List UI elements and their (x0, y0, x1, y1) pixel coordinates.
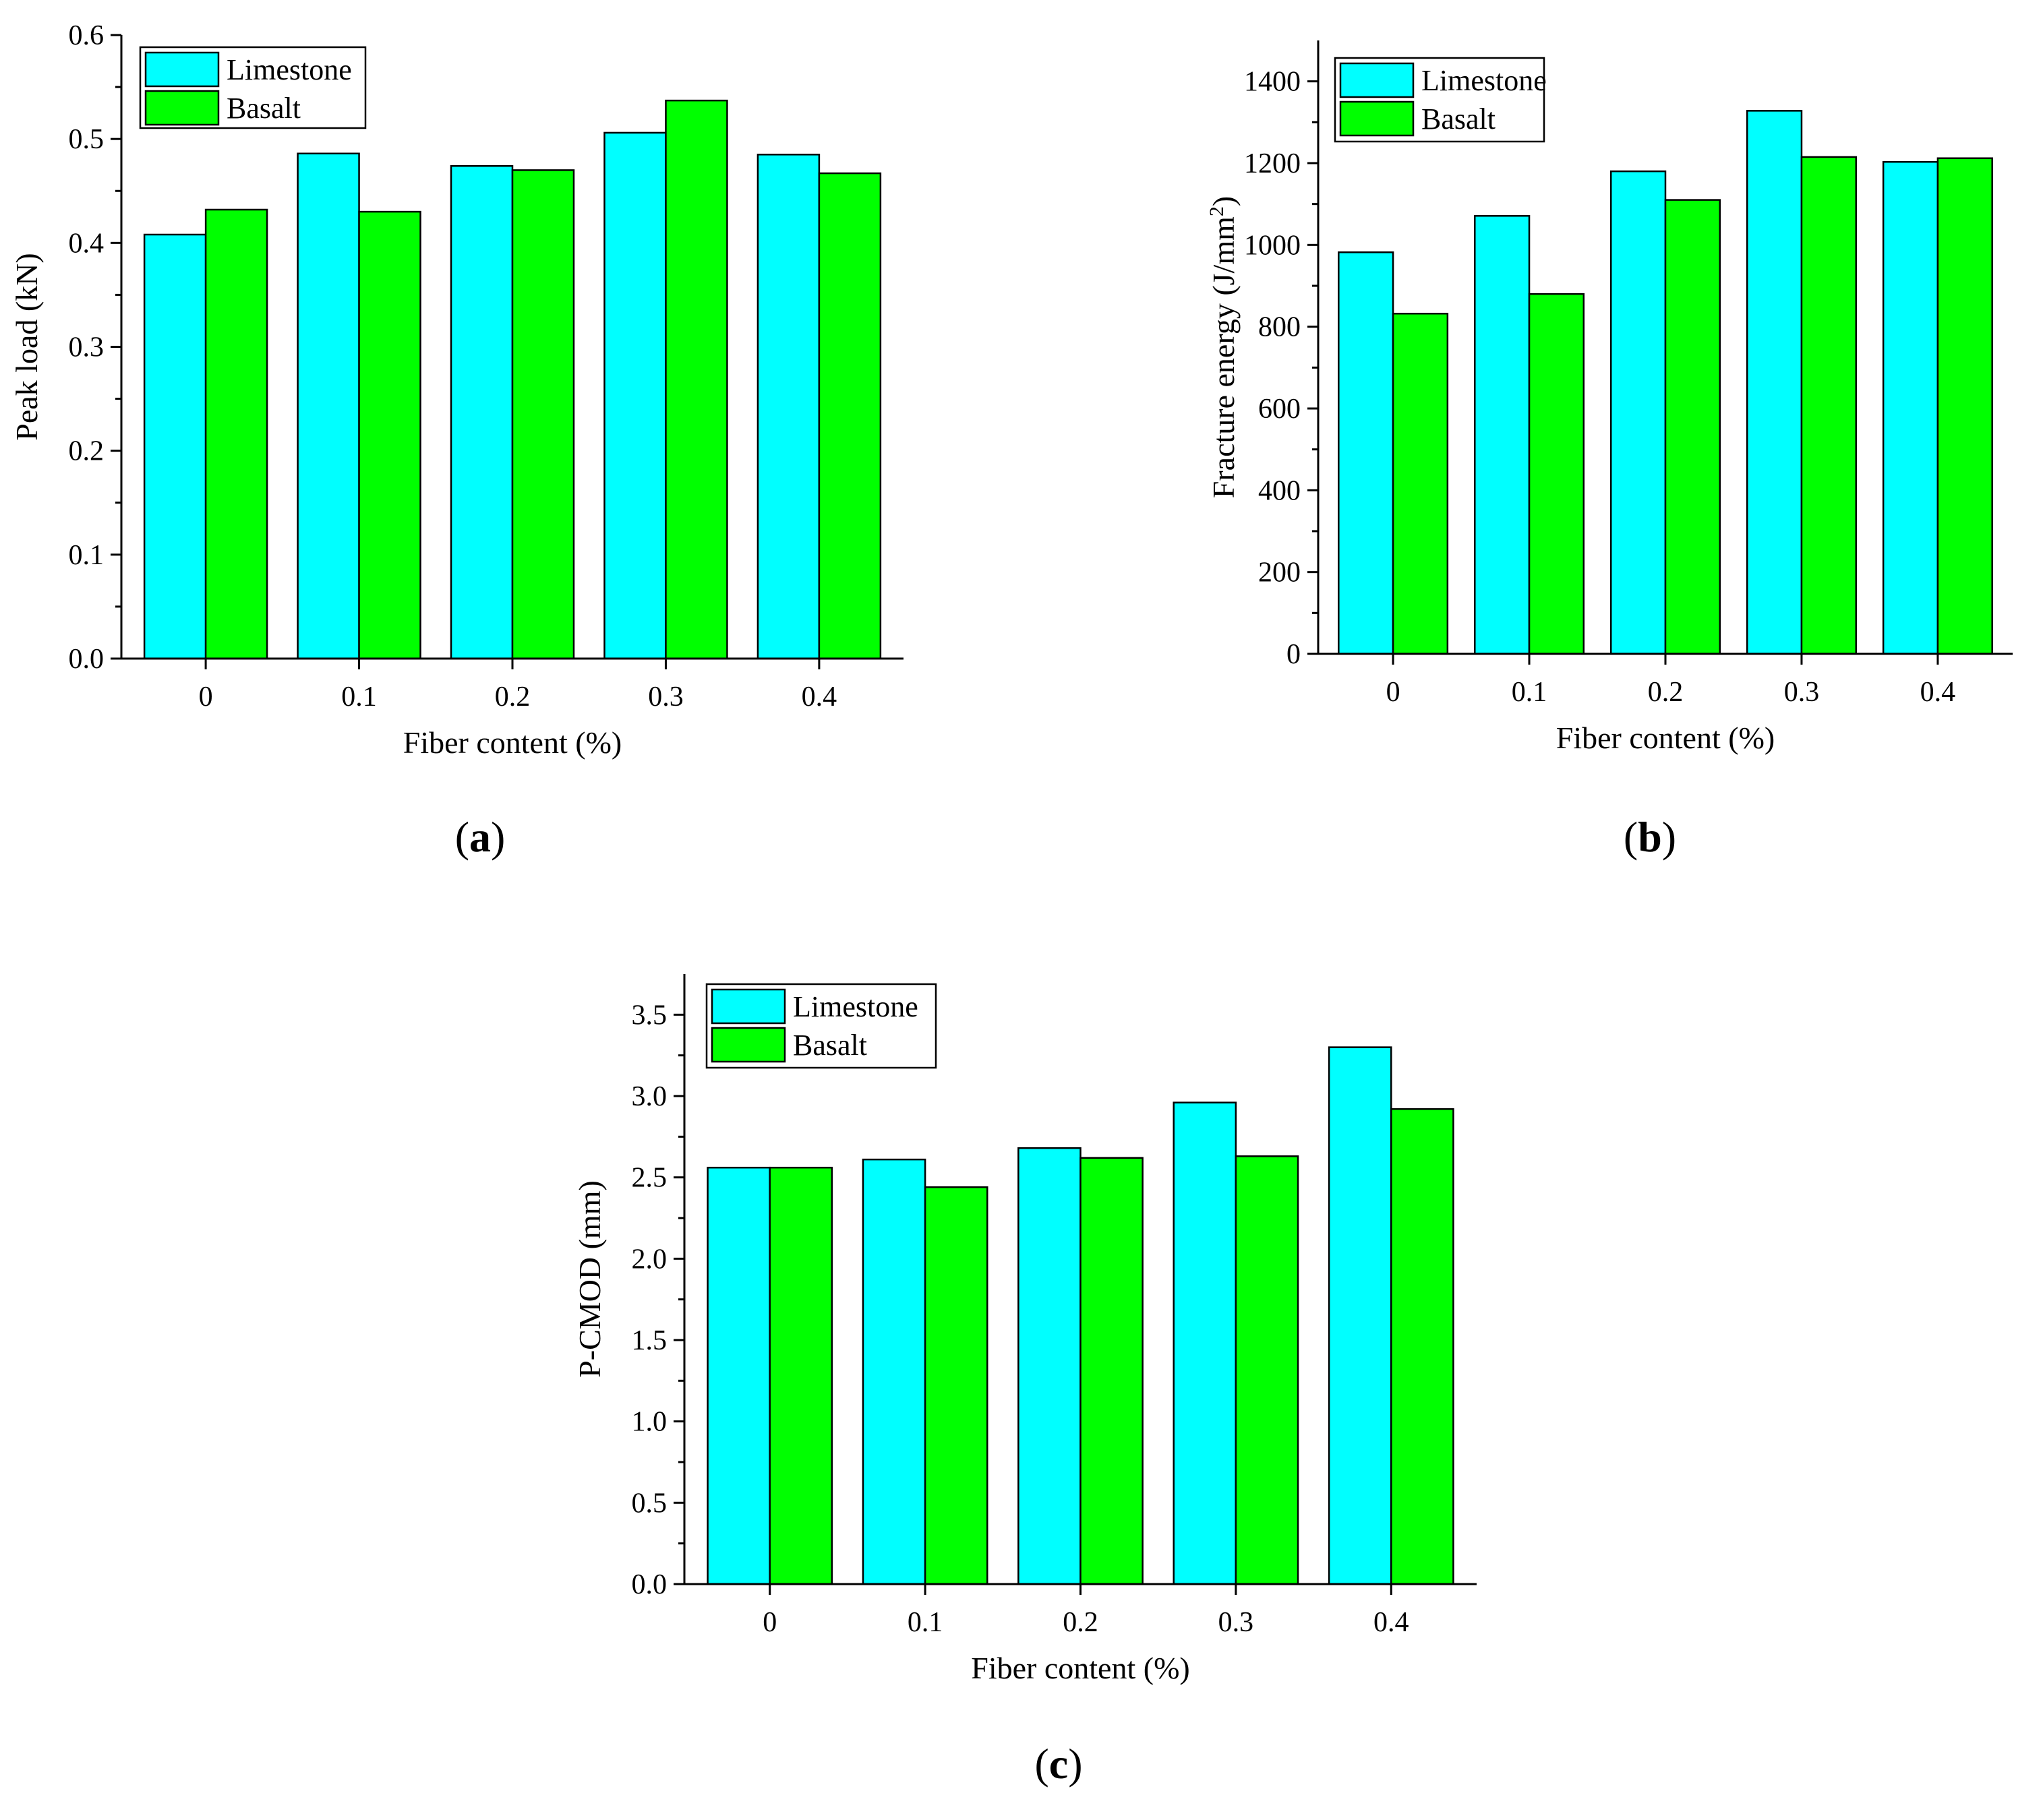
bar-limestone-0.4 (1328, 1046, 1392, 1585)
chart-a: 0 0.1 0.2 0.3 0.4 0.0 0.1 0.2 0.3 0.4 0.5 0.6 Fiber … (9, 20, 904, 760)
bar-limestone-0.2 (450, 165, 514, 660)
y-tick-label: 0.4 (69, 228, 105, 259)
y-tick-label: 1000 (1244, 230, 1301, 261)
bar-limestone-0.4 (757, 154, 821, 660)
x-tick-label: 0.3 (1218, 1607, 1254, 1638)
x-tick-label: 0 (763, 1607, 777, 1638)
bar-basalt-0.1 (924, 1186, 988, 1585)
legend-swatch-basalt (144, 90, 220, 126)
bar-basalt-0.4 (818, 172, 882, 660)
bar-limestone-0.3 (1173, 1101, 1237, 1585)
bar-basalt-0 (204, 208, 268, 660)
y-tick-label: 0.1 (69, 540, 105, 571)
y-tick-label: 0.3 (69, 332, 105, 363)
bar-limestone-0.3 (603, 131, 667, 660)
bar-limestone-0.4 (1882, 160, 1939, 655)
bar-limestone-0.2 (1017, 1147, 1082, 1585)
panel-label-b: (b) (1623, 813, 1677, 861)
y-tick-label: 2.0 (632, 1244, 668, 1275)
y-tick-label: 3.0 (632, 1081, 668, 1112)
y-tick-label: 800 (1258, 312, 1301, 343)
y-tick-label: 1200 (1244, 148, 1301, 179)
x-axis-title: Fiber content (%) (971, 1651, 1189, 1685)
bar-basalt-0 (769, 1166, 833, 1585)
bar-limestone-0.1 (297, 152, 360, 660)
y-tick-label: 600 (1258, 394, 1301, 425)
y-tick-label: 0.0 (69, 644, 105, 675)
legend-swatch-basalt (711, 1027, 786, 1063)
x-tick-label: 0.2 (495, 681, 531, 712)
x-tick-label: 0.3 (648, 681, 684, 712)
bar-limestone-0 (707, 1166, 771, 1585)
legend-label-basalt: Basalt (227, 92, 301, 125)
legend-label-limestone: Limestone (1421, 64, 1547, 97)
panel-label-c: (c) (1034, 1740, 1083, 1788)
bar-basalt-0 (1392, 313, 1449, 655)
bar-basalt-0.4 (1390, 1108, 1454, 1585)
y-tick-label: 0.5 (69, 124, 105, 155)
x-tick-label: 0 (199, 681, 213, 712)
y-tick-label: 200 (1258, 557, 1301, 588)
x-tick-label: 0.1 (1512, 677, 1547, 708)
x-tick-label: 0.2 (1063, 1607, 1098, 1638)
y-tick-label: 0.6 (69, 20, 105, 51)
legend-label-limestone: Limestone (793, 990, 918, 1023)
y-tick-label: 400 (1258, 475, 1301, 506)
y-tick-label: 0.5 (632, 1488, 668, 1519)
bar-basalt-0.3 (665, 99, 728, 660)
legend-swatch-limestone (711, 988, 786, 1025)
legend-swatch-limestone (144, 51, 220, 88)
legend-swatch-basalt (1339, 100, 1415, 137)
x-tick-label: 0.4 (1373, 1607, 1409, 1638)
legend-swatch-limestone (1339, 62, 1415, 98)
y-tick-label: 0.0 (632, 1569, 668, 1600)
bar-basalt-0.3 (1235, 1155, 1299, 1585)
bar-limestone-0.3 (1746, 110, 1803, 655)
y-tick-label: 1.0 (632, 1407, 668, 1438)
y-axis-title: Fracture energy (J/mm2) (1206, 196, 1241, 498)
x-tick-label: 0.1 (908, 1607, 943, 1638)
bar-basalt-0.2 (511, 169, 575, 660)
y-axis-title: P-CMOD (mm) (572, 1180, 607, 1378)
legend: Limestone Basalt (139, 46, 367, 129)
x-tick-label: 0.4 (1920, 677, 1956, 708)
y-axis-title: Peak load (kN) (9, 253, 44, 440)
y-tick-label: 0 (1286, 639, 1301, 670)
legend-label-limestone: Limestone (227, 53, 352, 86)
bar-limestone-0 (143, 233, 207, 660)
x-tick-label: 0.4 (802, 681, 837, 712)
x-tick-label: 0 (1386, 677, 1400, 708)
y-tick-label: 1400 (1244, 67, 1301, 98)
chart-b: 0 0.1 0.2 0.3 0.4 0 200 400 600 800 1000 1200 1400 Fi… (1206, 40, 2013, 755)
x-tick-label: 0.2 (1648, 677, 1684, 708)
legend-label-basalt: Basalt (1421, 102, 1496, 135)
panel-label-a: (a) (454, 813, 506, 861)
bar-basalt-0.2 (1664, 199, 1721, 655)
bar-basalt-0.1 (358, 210, 421, 660)
y-tick-label: 2.5 (632, 1163, 668, 1194)
y-tick-label: 0.2 (69, 436, 105, 467)
chart-c: 0 0.1 0.2 0.3 0.4 0.0 0.5 1.0 1.5 2.0 2.5 3.0 3.5 Fib… (572, 974, 1477, 1685)
y-tick-label: 1.5 (632, 1325, 668, 1356)
bar-basalt-0.3 (1800, 156, 1857, 655)
bar-limestone-0.1 (862, 1158, 926, 1585)
legend: Limestone Basalt (1334, 57, 1547, 143)
bar-basalt-0.4 (1936, 157, 1993, 655)
x-tick-label: 0.1 (341, 681, 377, 712)
y-tick-label: 3.5 (632, 1000, 668, 1031)
bar-basalt-0.2 (1079, 1157, 1144, 1585)
x-axis-title: Fiber content (%) (403, 725, 622, 760)
bar-limestone-0.2 (1609, 170, 1667, 655)
bar-limestone-0 (1338, 251, 1394, 655)
legend: Limestone Basalt (705, 983, 937, 1069)
x-tick-label: 0.3 (1784, 677, 1820, 708)
legend-label-basalt: Basalt (793, 1029, 867, 1062)
bar-basalt-0.1 (1528, 293, 1585, 655)
x-axis-title: Fiber content (%) (1556, 721, 1775, 755)
bar-limestone-0.1 (1474, 215, 1531, 655)
